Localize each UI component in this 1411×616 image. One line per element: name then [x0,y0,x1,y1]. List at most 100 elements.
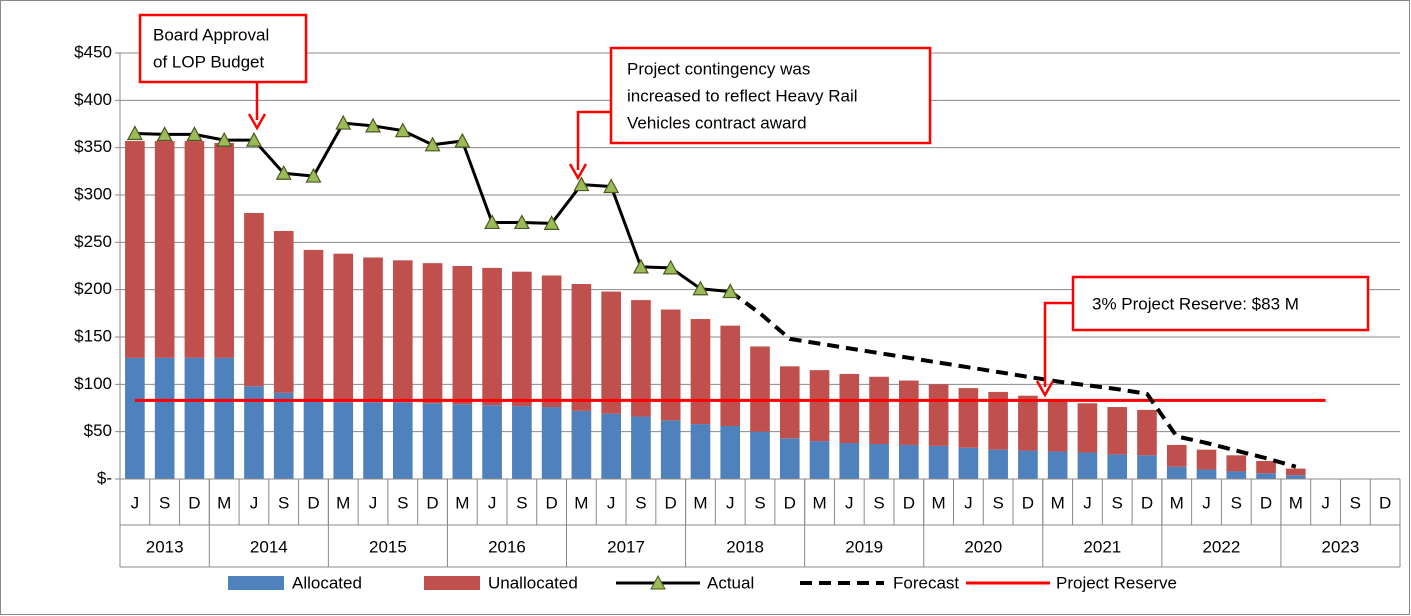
y-tick-label: $100 [74,374,112,393]
line-marker [335,114,352,130]
bar [303,249,324,402]
bar [482,267,502,406]
bar [631,416,651,479]
y-tick-label: $400 [74,90,112,109]
bar [154,141,175,358]
y-tick-label: $150 [74,326,112,345]
line-marker [722,283,739,299]
x-tick-label: D [1022,493,1034,512]
x-tick-label: J [1202,493,1211,512]
x-tick-label: D [188,493,200,512]
legend-swatch [424,576,480,590]
legend-swatch [228,576,284,590]
line-marker [275,164,292,180]
x-tick-label: D [1141,493,1153,512]
line-marker [394,122,411,138]
bar [422,263,443,404]
lines [126,114,1326,469]
x-tick-label: S [635,493,646,512]
line-marker [513,214,530,230]
legend: Allocated Unallocated Actual Forecast Pr… [228,573,1177,592]
annotation-arrow [1043,301,1073,387]
bar [184,357,205,479]
bar [899,380,919,445]
bar [1018,395,1038,451]
x-tick-label: J [964,493,973,512]
y-tick-label: $250 [74,232,112,251]
bar [125,141,145,358]
line-marker [245,131,262,147]
line-marker [484,214,501,230]
x-tick-label: M [574,493,588,512]
bar [1047,451,1068,479]
legend-label: Project Reserve [1056,573,1177,592]
bar [690,319,711,425]
x-group-label: 2016 [488,537,526,556]
bar [422,403,443,479]
x-tick-label: D [903,493,915,512]
bar [512,406,532,479]
x-tick-label: J [845,493,854,512]
x-tick-label: M [455,493,469,512]
x-tick-label: J [1321,493,1330,512]
x-group-label: 2014 [250,537,288,556]
annotation-text: Project contingency was [627,59,810,78]
x-group-label: 2021 [1083,537,1121,556]
x-tick-label: S [873,493,884,512]
bar [333,253,354,403]
annotation-box [1071,275,1370,332]
bar [660,309,681,421]
bar [1166,466,1187,479]
y-tick-label: $200 [74,279,112,298]
legend-marker [650,574,666,590]
bar [631,300,651,417]
x-tick-label: M [932,493,946,512]
y-tick-label: $- [97,468,112,487]
bar [928,445,949,479]
annotation-text: of LOP Budget [153,52,264,71]
bar [541,407,562,479]
bar [1018,450,1038,479]
bar [601,291,621,414]
bar [392,402,413,479]
bar [571,283,592,411]
x-tick-label: D [426,493,438,512]
line-marker [543,215,560,230]
annotation-box [138,13,308,84]
x-tick-label: S [1231,493,1242,512]
legend-label: Forecast [893,573,959,592]
x-tick-label: M [336,493,350,512]
bar [1226,471,1247,479]
x-tick-label: J [607,493,616,512]
annotation-text: 3% Project Reserve: $83 M [1092,294,1299,313]
bar [869,443,889,479]
annotation-arrowhead [1035,380,1055,398]
annotation-arrowhead [568,163,588,181]
x-group-label: 2020 [964,537,1002,556]
annotation-board: Board Approval of LOP Budget [138,13,308,131]
bar [1137,455,1157,479]
bar [512,271,532,407]
bar [1285,468,1306,476]
x-tick-label: D [665,493,677,512]
bar [1137,409,1157,456]
bar [899,444,919,479]
bar [750,431,770,479]
bar [1166,444,1187,467]
line-marker [454,132,471,148]
x-tick-label: S [516,493,527,512]
line-marker [662,259,679,275]
bar [333,402,354,479]
x-group-label: 2019 [845,537,883,556]
line-marker [126,125,143,141]
y-tick-label: $50 [84,421,112,440]
bar [720,325,741,426]
bar [958,447,979,479]
bar [690,424,711,479]
x-tick-label: M [217,493,231,512]
bar [1226,455,1247,472]
bar [660,420,681,479]
x-tick-label: D [784,493,796,512]
x-tick-label: S [397,493,408,512]
